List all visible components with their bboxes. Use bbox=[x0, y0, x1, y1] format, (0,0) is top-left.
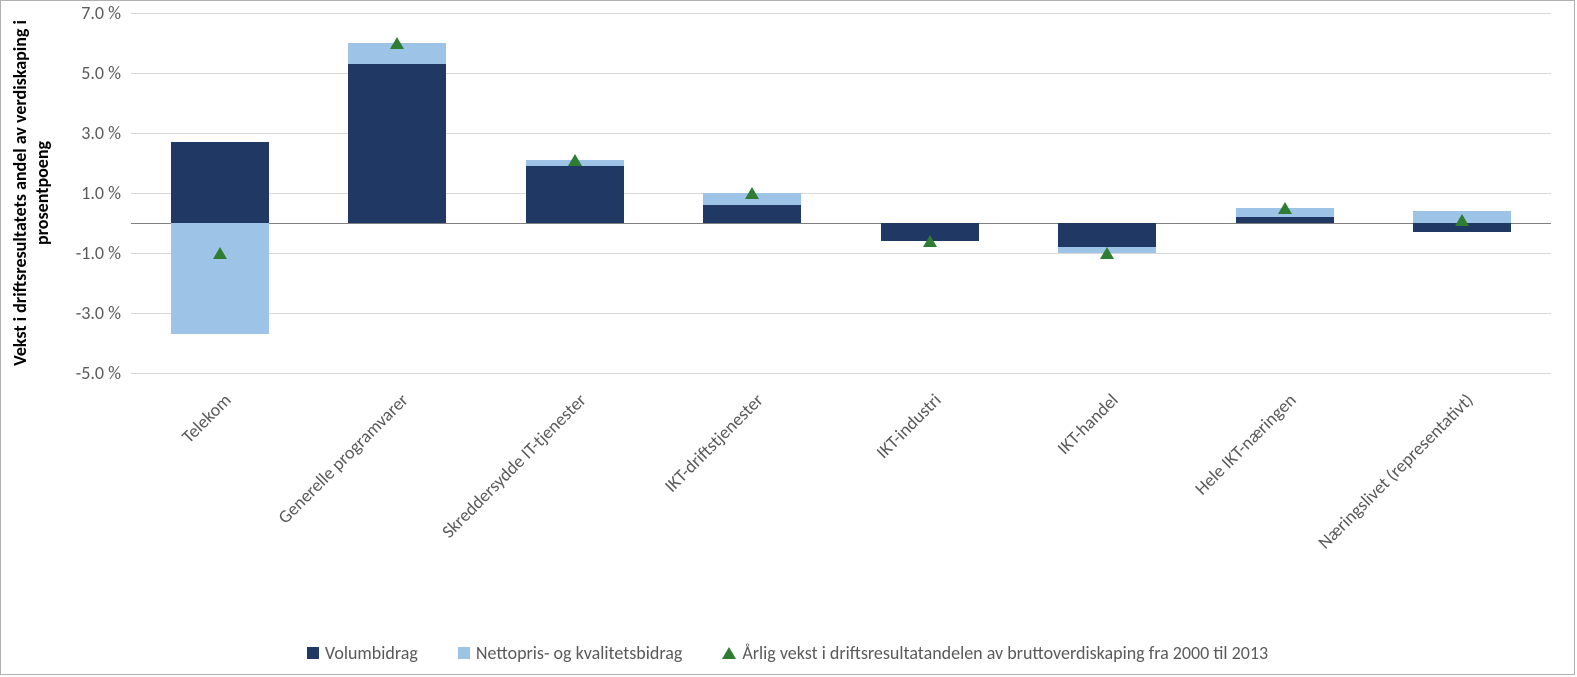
x-tick-label: Telekom bbox=[8, 389, 236, 617]
legend-item-volum: Volumbidrag bbox=[307, 642, 418, 664]
triangle-marker bbox=[923, 235, 937, 247]
bar-volum bbox=[1058, 223, 1156, 247]
y-tick-label: -5.0 % bbox=[76, 362, 121, 384]
legend-item-nettopris: Nettopris- og kvalitetsbidrag bbox=[458, 642, 682, 664]
gridline bbox=[131, 133, 1551, 134]
legend-label-marker: Årlig vekst i driftsresultatandelen av b… bbox=[742, 642, 1268, 664]
bar-volum bbox=[348, 64, 446, 223]
y-tick-label: -3.0 % bbox=[76, 302, 121, 324]
gridline bbox=[131, 193, 1551, 194]
y-axis-title: Vekst i driftsresultatets andel av verdi… bbox=[9, 13, 53, 373]
x-tick-label: Generelle programvarer bbox=[185, 389, 413, 617]
triangle-marker bbox=[745, 187, 759, 199]
legend-swatch-marker bbox=[722, 647, 736, 659]
y-tick-label: 1.0 % bbox=[81, 182, 121, 204]
bar-volum bbox=[1236, 217, 1334, 223]
gridline bbox=[131, 253, 1551, 254]
gridline bbox=[131, 73, 1551, 74]
y-tick-label: 5.0 % bbox=[81, 62, 121, 84]
y-tick-label: 7.0 % bbox=[81, 2, 121, 24]
triangle-marker bbox=[213, 247, 227, 259]
x-tick-label: IKT-handel bbox=[895, 389, 1123, 617]
bar-volum bbox=[171, 142, 269, 223]
triangle-marker bbox=[568, 154, 582, 166]
gridline bbox=[131, 313, 1551, 314]
gridline bbox=[131, 13, 1551, 14]
gridline bbox=[131, 373, 1551, 374]
legend-label-nettopris: Nettopris- og kvalitetsbidrag bbox=[476, 642, 682, 664]
legend-item-marker: Årlig vekst i driftsresultatandelen av b… bbox=[722, 642, 1268, 664]
legend-swatch-nettopris bbox=[458, 647, 470, 659]
triangle-marker bbox=[1278, 202, 1292, 214]
legend: Volumbidrag Nettopris- og kvalitetsbidra… bbox=[1, 642, 1574, 664]
bar-volum bbox=[703, 205, 801, 223]
legend-swatch-volum bbox=[307, 647, 319, 659]
plot-area: -5.0 %-3.0 %-1.0 %1.0 %3.0 %5.0 %7.0 %Te… bbox=[131, 13, 1551, 373]
x-tick-label: IKT-driftstjenester bbox=[540, 389, 768, 617]
x-tick-label: Skreddersydde IT-tjenester bbox=[363, 389, 591, 617]
bar-nettopris bbox=[171, 223, 269, 334]
y-axis-title-text: Vekst i driftsresultatets andel av verdi… bbox=[9, 20, 53, 366]
zero-line bbox=[131, 223, 1551, 224]
legend-label-volum: Volumbidrag bbox=[325, 642, 418, 664]
triangle-marker bbox=[1455, 214, 1469, 226]
triangle-marker bbox=[390, 37, 404, 49]
y-tick-label: -1.0 % bbox=[76, 242, 121, 264]
chart-frame: Vekst i driftsresultatets andel av verdi… bbox=[0, 0, 1575, 675]
triangle-marker bbox=[1100, 247, 1114, 259]
x-tick-label: IKT-industri bbox=[718, 389, 946, 617]
bar-volum bbox=[526, 166, 624, 223]
x-tick-label: Hele IKT-næringen bbox=[1073, 389, 1301, 617]
y-tick-label: 3.0 % bbox=[81, 122, 121, 144]
x-tick-label: Næringslivet (representativt) bbox=[1250, 389, 1478, 617]
